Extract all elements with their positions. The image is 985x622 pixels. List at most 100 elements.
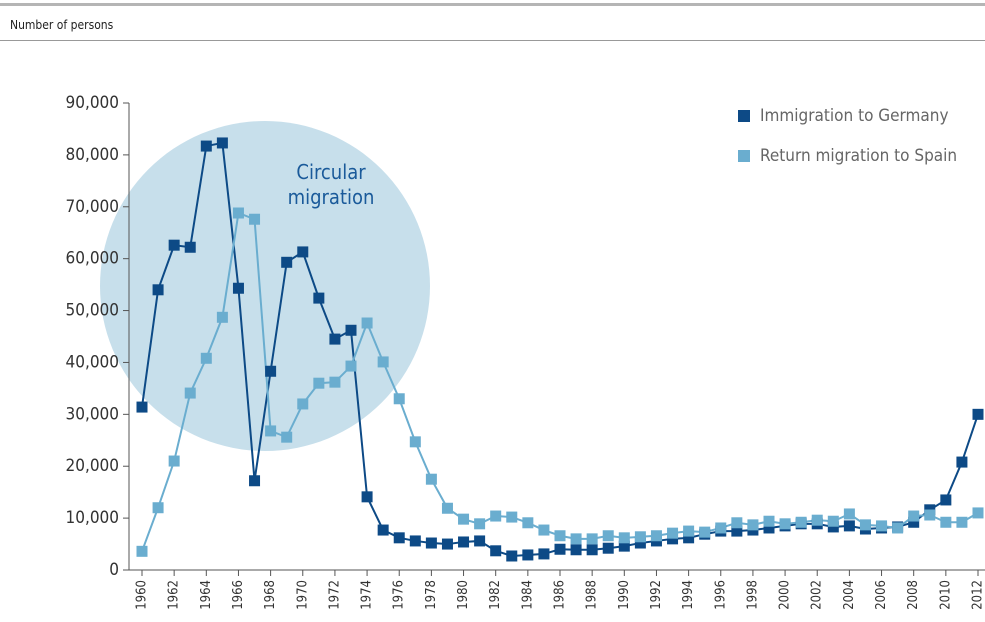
marker (490, 511, 501, 522)
marker (571, 533, 582, 544)
marker (153, 284, 164, 295)
marker (201, 353, 212, 364)
marker (635, 531, 646, 542)
marker (137, 546, 148, 557)
marker (217, 312, 228, 323)
marker (780, 518, 791, 529)
marker (201, 141, 212, 152)
legend-swatch (738, 110, 750, 122)
marker (683, 526, 694, 537)
y-tick-label: 70,000 (66, 197, 120, 217)
y-tick-label: 0 (109, 560, 119, 580)
marker (265, 366, 276, 377)
x-tick-label: 1972 (327, 580, 342, 610)
marker (458, 514, 469, 525)
marker (281, 257, 292, 268)
x-tick-label: 1996 (713, 580, 728, 610)
y-tick-label: 30,000 (66, 404, 120, 424)
marker (233, 208, 244, 219)
x-tick-label: 2008 (906, 580, 921, 610)
marker (603, 530, 614, 541)
marker (329, 334, 340, 345)
x-tick-label: 1964 (199, 580, 214, 610)
marker (844, 520, 855, 531)
marker (329, 377, 340, 388)
x-tick-label: 1976 (392, 580, 407, 610)
marker (426, 538, 437, 549)
marker (876, 520, 887, 531)
marker (699, 527, 710, 538)
marker (731, 517, 742, 528)
header-rule (0, 3, 985, 6)
x-tick-label: 1978 (424, 580, 439, 610)
marker (587, 544, 598, 555)
marker (956, 457, 967, 468)
x-tick-label: 1994 (681, 580, 696, 610)
marker (137, 402, 148, 413)
marker (812, 515, 823, 526)
marker (346, 325, 357, 336)
x-tick-label: 2006 (874, 580, 889, 610)
marker (378, 356, 389, 367)
marker (169, 240, 180, 251)
marker (297, 246, 308, 257)
marker (217, 137, 228, 148)
marker (522, 517, 533, 528)
y-tick-label: 20,000 (66, 456, 120, 476)
marker (538, 548, 549, 559)
y-tick-label: 10,000 (66, 508, 120, 528)
x-tick-label: 1984 (520, 580, 535, 610)
marker (908, 511, 919, 522)
marker (281, 432, 292, 443)
marker (555, 544, 566, 555)
x-tick-label: 2000 (778, 580, 793, 610)
marker (378, 525, 389, 536)
marker (603, 543, 614, 554)
x-tick-label: 1990 (617, 580, 632, 610)
legend-label: Immigration to Germany (760, 106, 949, 126)
marker (973, 507, 984, 518)
marker (490, 545, 501, 556)
x-tick-label: 1974 (360, 580, 375, 610)
x-tick-label: 2010 (938, 580, 953, 610)
marker (362, 318, 373, 329)
x-tick-label: 2012 (971, 580, 985, 610)
x-tick-label: 1960 (135, 580, 150, 610)
marker (410, 436, 421, 447)
marker (956, 517, 967, 528)
x-tick-label: 2002 (810, 580, 825, 610)
marker (313, 293, 324, 304)
marker (297, 398, 308, 409)
x-tick-label: 1968 (263, 580, 278, 610)
marker (249, 475, 260, 486)
x-tick-label: 1992 (649, 580, 664, 610)
marker (474, 518, 485, 529)
y-tick-label: 90,000 (66, 93, 120, 113)
marker (940, 517, 951, 528)
y-axis-label: Number of persons (10, 18, 113, 32)
marker (185, 242, 196, 253)
marker (538, 525, 549, 536)
x-tick-label: 1970 (295, 580, 310, 610)
marker (394, 393, 405, 404)
marker (764, 516, 775, 527)
marker (973, 409, 984, 420)
y-tick-label: 50,000 (66, 301, 120, 321)
marker (169, 456, 180, 467)
marker (313, 378, 324, 389)
marker (474, 535, 485, 546)
marker (153, 502, 164, 513)
marker (522, 549, 533, 560)
marker (924, 509, 935, 520)
marker (860, 519, 871, 530)
marker (796, 517, 807, 528)
marker (185, 388, 196, 399)
marker (233, 283, 244, 294)
marker (571, 544, 582, 555)
header-rule (0, 40, 985, 41)
marker (458, 536, 469, 547)
marker (844, 508, 855, 519)
x-tick-label: 1962 (167, 580, 182, 610)
x-tick-label: 1988 (585, 580, 600, 610)
